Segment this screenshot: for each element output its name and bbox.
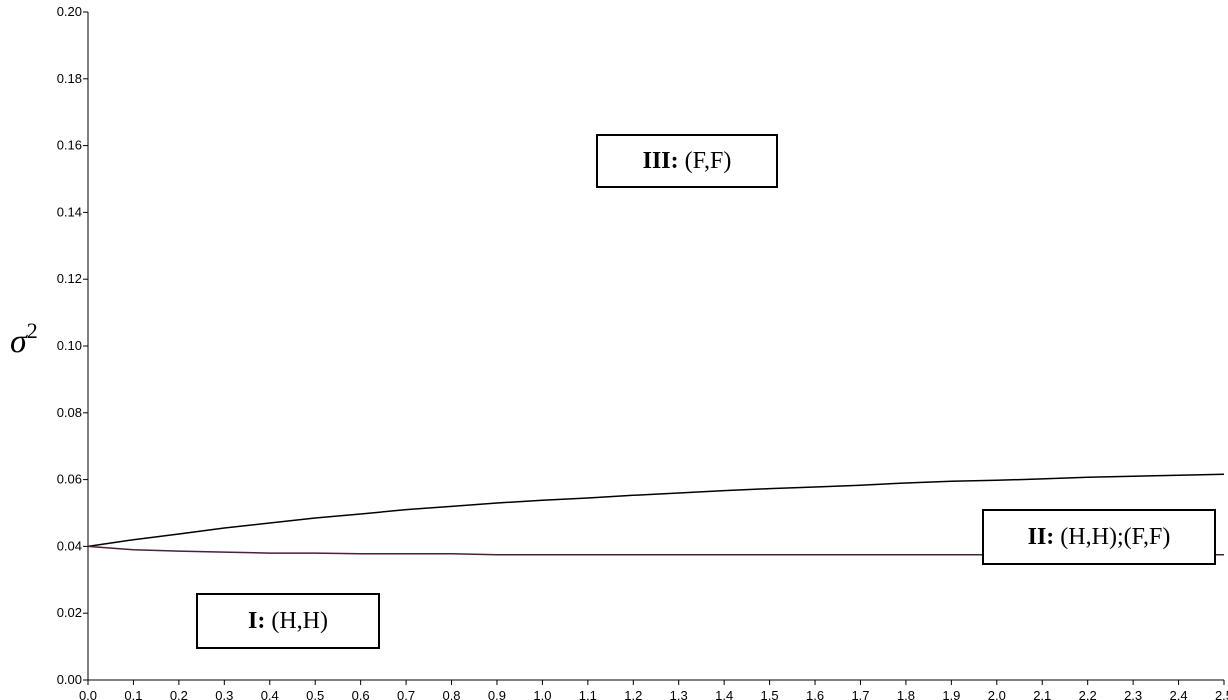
x-tick-label: 0.4 [261, 688, 279, 700]
y-axis-label: σ2 [10, 318, 38, 360]
y-tick-label: 0.02 [57, 605, 82, 620]
y-axis-label-superscript: 2 [27, 318, 38, 343]
x-tick-label: 2.4 [1170, 688, 1188, 700]
region-ii-roman: II: [1027, 523, 1055, 550]
x-tick-label: 1.7 [851, 688, 869, 700]
region-iii-label: III: (F,F) [596, 134, 778, 188]
x-tick-label: 1.5 [761, 688, 779, 700]
region-ii-text: (H,H);(F,F) [1060, 523, 1171, 550]
x-tick-label: 2.0 [988, 688, 1006, 700]
region-ii-label: II: (H,H);(F,F) [982, 509, 1216, 565]
x-tick-label: 0.1 [124, 688, 142, 700]
y-tick-label: 0.00 [57, 672, 82, 687]
region-iii-text: (F,F) [684, 147, 732, 174]
x-tick-label: 0.3 [215, 688, 233, 700]
x-tick-label: 0.2 [170, 688, 188, 700]
x-tick-label: 0.0 [79, 688, 97, 700]
y-tick-label: 0.06 [57, 472, 82, 487]
axes [87, 12, 1224, 681]
x-tick-label: 2.3 [1124, 688, 1142, 700]
y-tick-label: 0.04 [57, 538, 82, 553]
y-axis-label-symbol: σ [10, 323, 28, 360]
x-tick-label: 1.1 [579, 688, 597, 700]
x-tick-label: 2.1 [1033, 688, 1051, 700]
x-tick-label: 0.9 [488, 688, 506, 700]
x-tick-label: 0.7 [397, 688, 415, 700]
y-tick-label: 0.12 [57, 271, 82, 286]
y-tick-label: 0.20 [57, 4, 82, 19]
x-tick-label: 1.6 [806, 688, 824, 700]
x-tick-label: 0.6 [352, 688, 370, 700]
x-tick-label: 1.8 [897, 688, 915, 700]
y-tick-label: 0.10 [57, 338, 82, 353]
y-tick-label: 0.16 [57, 138, 82, 153]
x-tick-label: 1.4 [715, 688, 733, 700]
y-ticks: 0.00 0.02 0.04 0.06 0.08 0.10 0.12 0.14 0.16 0.18… [57, 4, 88, 687]
y-tick-label: 0.18 [57, 71, 82, 86]
region-iii-roman: III: [642, 147, 679, 174]
y-tick-label: 0.14 [57, 204, 82, 219]
x-tick-label: 0.5 [306, 688, 324, 700]
x-ticks: 0.0 0.1 0.2 0.3 0.4 0.5 0.6 0.7 0.8 0.9 1.0 1.1 1.2 1… [79, 680, 1228, 700]
x-tick-label: 1.2 [624, 688, 642, 700]
region-i-label: I: (H,H) [196, 593, 380, 649]
series-line-1 [87, 473, 1225, 548]
x-tick-label: 1.3 [670, 688, 688, 700]
x-tick-label: 1.9 [942, 688, 960, 700]
region-i-roman: I: [248, 607, 266, 634]
x-tick-label: 0.8 [442, 688, 460, 700]
x-tick-label: 2.2 [1079, 688, 1097, 700]
x-tick-label: 2.5 [1215, 688, 1228, 700]
region-i-text: (H,H) [271, 607, 328, 634]
x-tick-label: 1.0 [533, 688, 551, 700]
y-tick-label: 0.08 [57, 405, 82, 420]
